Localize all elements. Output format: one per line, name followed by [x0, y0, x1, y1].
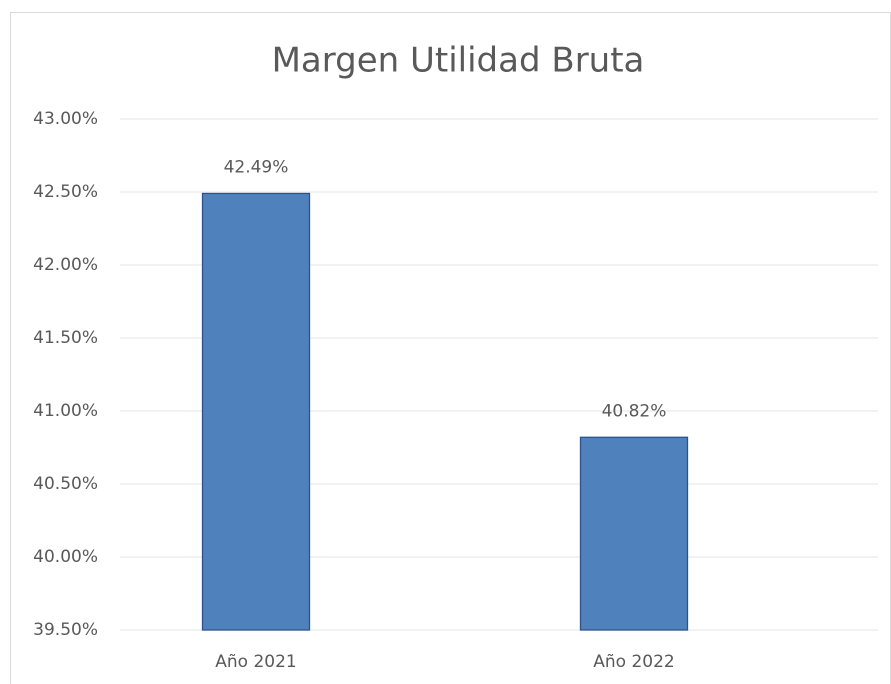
bar	[579, 436, 689, 631]
data-label: 42.49%	[224, 157, 289, 177]
x-tick-label: Año 2022	[593, 652, 674, 672]
bar	[201, 192, 311, 631]
x-tick-label: Año 2021	[215, 652, 296, 672]
y-tick-label: 42.00%	[33, 255, 98, 275]
y-tick-label: 42.50%	[33, 182, 98, 202]
y-tick-label: 39.50%	[33, 620, 98, 640]
y-tick-label: 43.00%	[33, 109, 98, 129]
y-tick-label: 40.50%	[33, 474, 98, 494]
chart-title: Margen Utilidad Bruta	[272, 41, 645, 81]
y-tick-label: 41.00%	[33, 401, 98, 421]
chart-frame	[10, 12, 891, 684]
y-tick-label: 41.50%	[33, 328, 98, 348]
y-tick-label: 40.00%	[33, 547, 98, 567]
data-label: 40.82%	[602, 401, 667, 421]
